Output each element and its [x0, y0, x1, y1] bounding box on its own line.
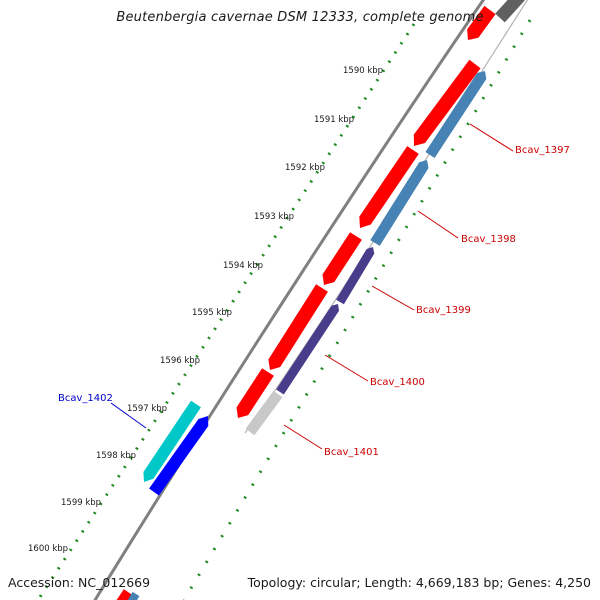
gene-labels: Bcav_1397 Bcav_1398 Bcav_1399 Bcav_1400 Bcav… — [58, 123, 570, 458]
gene-label: Bcav_1399 — [416, 305, 471, 316]
gene-leader-line — [469, 123, 514, 152]
accession-value: NC_012669 — [78, 575, 151, 590]
tick-label: 1590 kbp — [343, 66, 383, 76]
cds-highlight — [143, 400, 201, 482]
tick-label: 1600 kbp — [28, 544, 68, 554]
gene-label: Bcav_1400 — [370, 377, 425, 388]
genes-value: 4,250 — [555, 575, 591, 590]
tick-label: 1598 kbp — [96, 451, 136, 461]
cds-reverse — [370, 160, 429, 246]
tick-label: 1595 kbp — [192, 308, 232, 318]
accession-info: Accession: NC_012669 — [8, 575, 150, 590]
tick-labels: 1590 kbp 1591 kbp 1592 kbp 1593 kbp 1594 kbp… — [28, 66, 383, 554]
inner-dotted-track — [182, 19, 532, 600]
cds-forward — [236, 368, 274, 418]
cds-reverse — [336, 247, 375, 305]
gene-label: Bcav_1398 — [461, 234, 516, 245]
cds-gray-top — [495, 0, 525, 23]
dotted-tracks — [36, 19, 532, 600]
gene-leader-line — [417, 210, 459, 239]
tick-label: 1594 kbp — [223, 261, 263, 271]
cds-forward — [359, 146, 419, 228]
gene-label: Bcav_1397 — [515, 145, 570, 156]
cds-highlight — [149, 416, 209, 496]
gene-label: Bcav_1401 — [324, 447, 379, 458]
accession-label: Accession: — [8, 575, 75, 590]
length-value: 4,669,183 bp — [415, 575, 500, 590]
tick-label: 1593 kbp — [254, 212, 294, 222]
cds-reverse-partial — [127, 591, 140, 600]
genome-stats: Topology: circular; Length: 4,669,183 bp… — [247, 575, 591, 590]
cds-forward — [322, 232, 362, 285]
tick-label: 1592 kbp — [285, 163, 325, 173]
cds-reverse — [276, 304, 339, 395]
gene-leader-line — [283, 424, 323, 450]
cds-reverse — [425, 71, 487, 158]
gene-leader-line — [371, 285, 415, 311]
tick-label: 1599 kbp — [61, 498, 101, 508]
tick-label: 1596 kbp — [160, 356, 200, 366]
length-label: Length: — [364, 575, 412, 590]
topology-label: Topology: — [247, 575, 307, 590]
outer-dotted-track — [36, 23, 416, 600]
tick-label: 1591 kbp — [314, 115, 354, 125]
topology-value: circular — [310, 575, 357, 590]
cds-forward — [268, 284, 328, 370]
map-title: Beutenbergia cavernae DSM 12333, complet… — [116, 10, 484, 25]
tick-label: 1597 kbp — [127, 404, 167, 414]
cds-forward — [413, 59, 481, 146]
gene-label: Bcav_1402 — [58, 393, 113, 404]
cds-forward — [467, 5, 496, 40]
gene-features — [116, 0, 525, 600]
gene-leader-line — [324, 354, 369, 382]
genes-label: Genes: — [507, 575, 552, 590]
cds-forward-partial — [116, 589, 133, 600]
backbone-line — [93, 0, 486, 600]
cds-pseudo — [245, 390, 283, 436]
gene-leader-line — [110, 402, 147, 429]
